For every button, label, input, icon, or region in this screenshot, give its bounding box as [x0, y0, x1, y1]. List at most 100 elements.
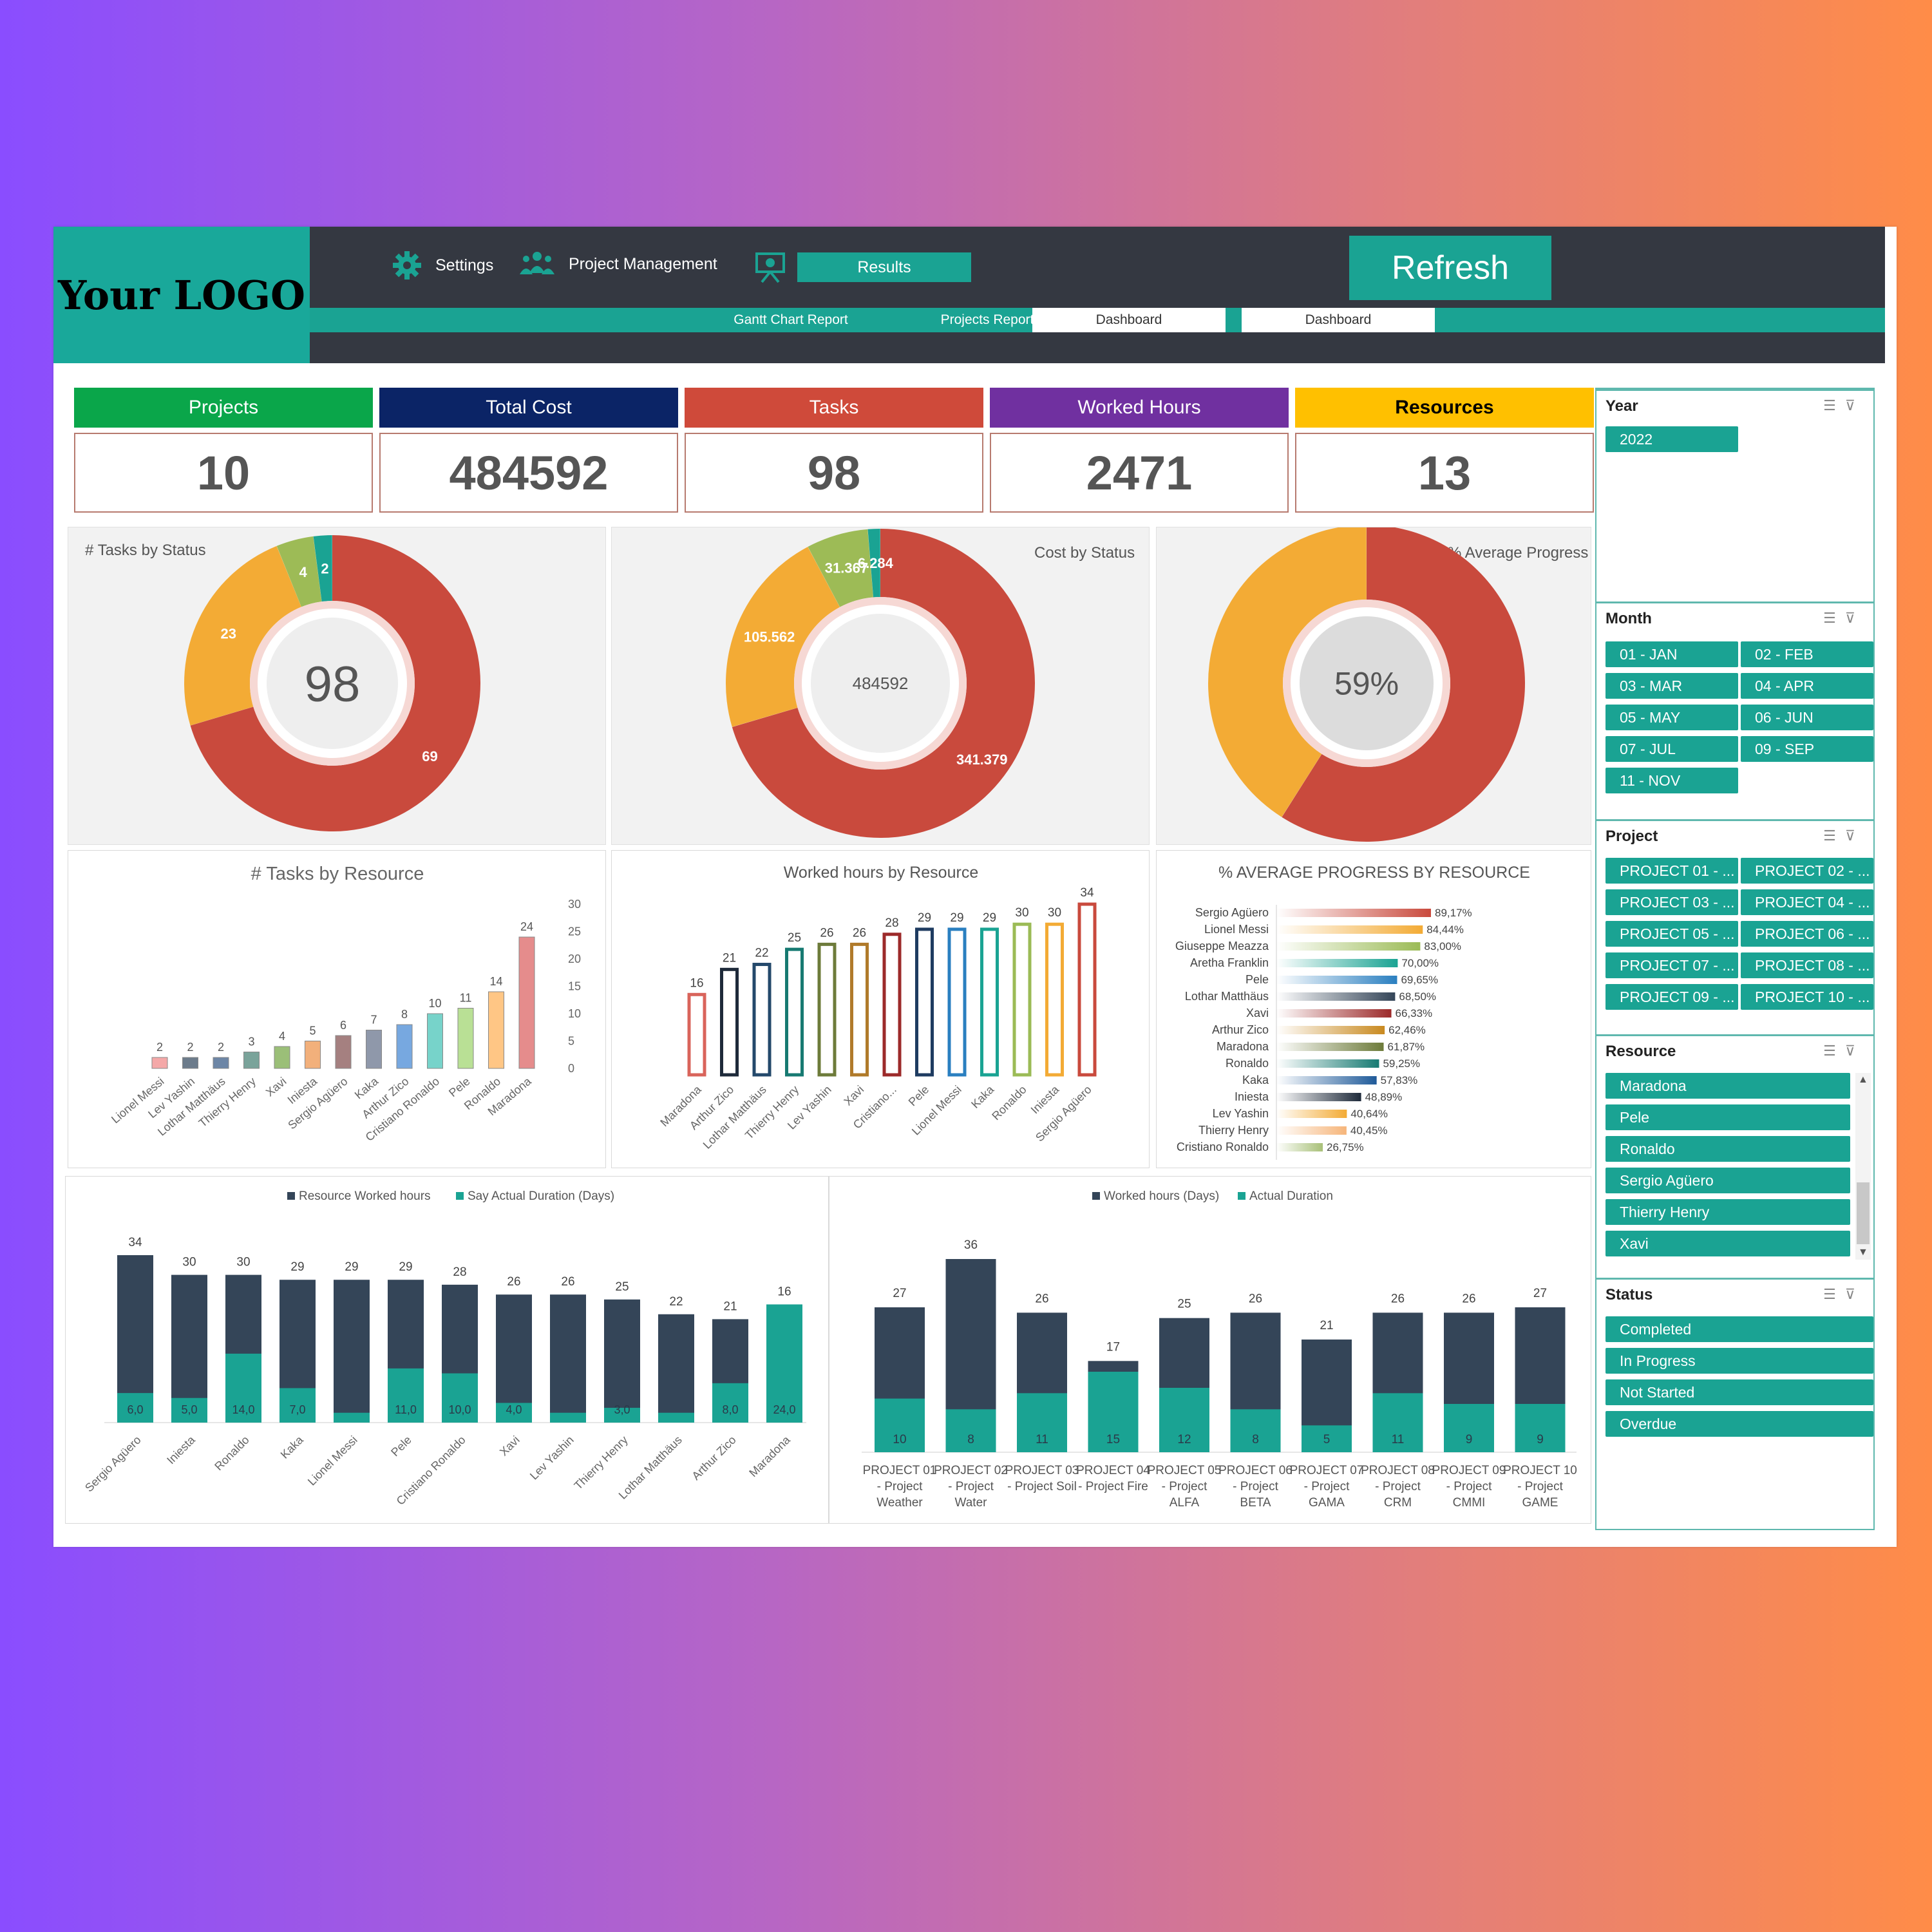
slicer-resource-item[interactable]: Pele [1605, 1104, 1850, 1130]
team-icon [520, 252, 554, 274]
donut-slice [867, 529, 880, 598]
tab-dashboard[interactable]: Dashboard [1032, 308, 1226, 332]
y-category-label: Xavi [1246, 1007, 1269, 1019]
slicer-month-item[interactable]: 05 - MAY [1605, 705, 1738, 730]
slicer-month-item[interactable]: 07 - JUL [1605, 736, 1738, 762]
bar-value-label: 26 [1035, 1292, 1048, 1305]
slicer-month-item[interactable]: 04 - APR [1741, 673, 1873, 699]
settings-link[interactable]: Settings [392, 250, 493, 281]
x-tick-label: Xavi [841, 1083, 866, 1108]
resource-slicer-title: Resource [1605, 1043, 1676, 1060]
tab-gantt-chart-report[interactable]: Gantt Chart Report [734, 312, 848, 327]
slicer-status-item[interactable]: Overdue [1605, 1411, 1873, 1437]
bar-value-label: 16 [777, 1285, 791, 1298]
progress-by-resource-panel: % AVERAGE PROGRESS BY RESOURCE Sergio Ag… [1156, 850, 1591, 1168]
slicer-resource-item[interactable]: Ronaldo [1605, 1136, 1850, 1162]
bar-value-label: 25 [1177, 1298, 1191, 1311]
bar-inner-label: 11,0 [395, 1403, 417, 1416]
clear-filter-icon[interactable]: ⊽ [1844, 610, 1864, 626]
tab-projects-report[interactable]: Projects Report [940, 312, 1034, 327]
project-slicer-header: Project ☰⊽ [1596, 819, 1873, 846]
slicer-resource-item[interactable]: Thierry Henry [1605, 1199, 1850, 1225]
y-category-label: Sergio Agüero [1195, 906, 1269, 919]
x-tick-label: CRM [1384, 1496, 1412, 1510]
bar-value-label: 66,33% [1396, 1007, 1433, 1019]
bar-value-label: 27 [893, 1287, 906, 1300]
scroll-thumb[interactable] [1857, 1182, 1870, 1244]
scroll-up-icon[interactable]: ▲ [1858, 1074, 1868, 1085]
results-button[interactable]: Results [797, 252, 971, 282]
x-tick-label: Arthur Zico [689, 1434, 738, 1482]
clear-filter-icon[interactable]: ⊽ [1844, 1286, 1864, 1302]
clear-filter-icon[interactable]: ⊽ [1844, 1043, 1864, 1059]
slicer-month-item[interactable]: 02 - FEB [1741, 641, 1873, 667]
slicer-project-item[interactable]: PROJECT 02 - ... [1741, 858, 1873, 884]
slicer-month-item[interactable]: 06 - JUN [1741, 705, 1873, 730]
month-slicer-title: Month [1605, 610, 1652, 627]
kpi-resources-label: Resources [1295, 388, 1594, 428]
clear-filter-icon[interactable]: ⊽ [1844, 397, 1864, 413]
multi-select-icon[interactable]: ☰ [1823, 828, 1845, 844]
slicer-status-item[interactable]: Completed [1605, 1316, 1873, 1342]
x-tick-label: Ronaldo [989, 1083, 1029, 1123]
bar-actual-duration [658, 1412, 694, 1423]
clear-filter-icon[interactable]: ⊽ [1844, 828, 1864, 844]
slicer-month-item[interactable]: 03 - MAR [1605, 673, 1738, 699]
scroll-down-icon[interactable]: ▼ [1858, 1247, 1868, 1258]
slicer-project-item[interactable]: PROJECT 08 - ... [1741, 952, 1873, 978]
donut-data-label: 4 [299, 564, 307, 580]
bar-value-label: 34 [1080, 886, 1094, 900]
project-management-link[interactable]: Project Management [518, 250, 717, 278]
bar [720, 967, 739, 1077]
donut-data-label: 105.562 [744, 629, 795, 645]
slicer-resource-item[interactable]: Xavi [1605, 1231, 1850, 1256]
bar [427, 1013, 443, 1069]
legend-label: Actual Duration [1249, 1189, 1333, 1203]
bar-value-label: 57,83% [1381, 1074, 1418, 1086]
bar [850, 942, 869, 1077]
x-tick-label: - Project Fire [1078, 1480, 1148, 1493]
slicer-month-item[interactable]: 09 - SEP [1741, 736, 1873, 762]
x-tick-label: PROJECT 02 [934, 1464, 1008, 1477]
slicer-project-item[interactable]: PROJECT 10 - ... [1741, 984, 1873, 1010]
multi-select-icon[interactable]: ☰ [1823, 1286, 1845, 1302]
slicer-resource-item[interactable]: Sergio Agüero [1605, 1168, 1850, 1193]
bar [305, 1041, 321, 1069]
slicer-project-item[interactable]: PROJECT 07 - ... [1605, 952, 1738, 978]
bar [1077, 902, 1097, 1077]
bar [1276, 976, 1397, 984]
multi-select-icon[interactable]: ☰ [1823, 397, 1845, 413]
resource-scrollbar[interactable]: ▲ ▼ [1855, 1073, 1871, 1260]
bar-value-label: 8 [401, 1008, 408, 1021]
y-category-label: Ronaldo [1226, 1057, 1269, 1070]
x-tick-label: - Project [1162, 1480, 1208, 1493]
refresh-button[interactable]: Refresh [1349, 236, 1551, 300]
x-tick-label: Thierry Henry [572, 1434, 630, 1492]
tab-dashboard-2[interactable]: Dashboard [1242, 308, 1435, 332]
slicer-project-item[interactable]: PROJECT 01 - ... [1605, 858, 1738, 884]
bar-actual-duration [117, 1393, 153, 1423]
resource-worked-hours-panel: Resource Worked hours Say Actual Duration… [65, 1176, 829, 1524]
slicer-month-item[interactable]: 11 - NOV [1605, 768, 1738, 793]
bar-inner-label: 24,0 [773, 1403, 795, 1416]
bar-inner-label: 15 [1106, 1433, 1120, 1446]
multi-select-icon[interactable]: ☰ [1823, 1043, 1845, 1059]
slicer-project-item[interactable]: PROJECT 05 - ... [1605, 921, 1738, 947]
bar [1276, 992, 1396, 1001]
multi-select-icon[interactable]: ☰ [1823, 610, 1845, 626]
x-tick-label: Sergio Agüero [82, 1434, 144, 1495]
slicer-project-item[interactable]: PROJECT 03 - ... [1605, 889, 1738, 915]
x-tick-label: Xavi [497, 1434, 522, 1459]
slicer-project-item[interactable]: PROJECT 09 - ... [1605, 984, 1738, 1010]
slicer-project-item[interactable]: PROJECT 04 - ... [1741, 889, 1873, 915]
slicer-status-item[interactable]: Not Started [1605, 1379, 1873, 1405]
slicer-year-2022[interactable]: 2022 [1605, 426, 1738, 452]
slicer-project-item[interactable]: PROJECT 06 - ... [1741, 921, 1873, 947]
slicer-resource-item[interactable]: Maradona [1605, 1073, 1850, 1099]
slicer-month-item[interactable]: 01 - JAN [1605, 641, 1738, 667]
donut-data-label: 23 [220, 625, 236, 641]
bar-value-label: 26 [1462, 1292, 1475, 1305]
slicer-status-item[interactable]: In Progress [1605, 1348, 1873, 1374]
x-tick-label: - Project [1446, 1480, 1492, 1493]
bar-value-label: 25 [615, 1280, 629, 1294]
